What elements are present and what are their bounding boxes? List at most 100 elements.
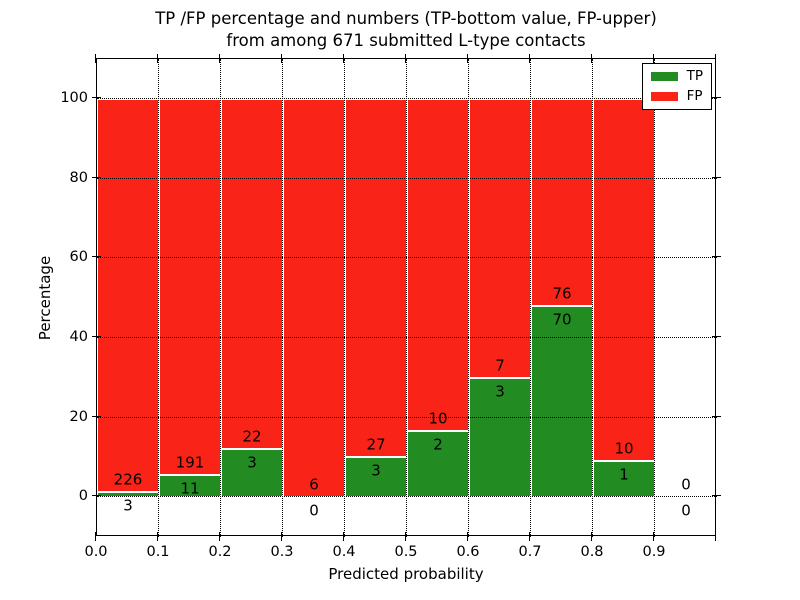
bar-fp-7	[531, 98, 593, 307]
bar-count-fp-5: 10	[428, 409, 448, 428]
bar-fp-5	[407, 98, 469, 431]
bar-count-fp-4: 27	[366, 435, 386, 454]
gridline-x-0.9	[654, 59, 656, 537]
gridline-y-80	[97, 177, 717, 179]
bar-tp-6	[469, 377, 531, 498]
y-tick-label-0: 0	[78, 488, 88, 505]
y-tick-right-80	[711, 176, 721, 178]
bar-count-tp-8: 1	[619, 465, 629, 484]
chart-title: TP /FP percentage and numbers (TP-bottom…	[96, 8, 716, 52]
bar-tp-5	[407, 430, 469, 498]
y-tick-label-60: 60	[69, 249, 88, 266]
bar-fp-1	[159, 98, 221, 476]
y-tick-right-0	[711, 495, 721, 497]
x-tick-bottom-2	[219, 531, 221, 541]
gridline-y-60	[97, 257, 717, 259]
bar-count-tp-4: 3	[371, 461, 381, 480]
x-tick-top-9	[653, 53, 655, 63]
gridline-x-0.4	[344, 59, 346, 537]
legend-swatch-tp-icon	[650, 72, 678, 81]
x-tick-top-10	[715, 53, 717, 63]
chart-title-line2: from among 671 submitted L-type contacts	[226, 31, 586, 50]
x-tick-top-7	[529, 53, 531, 63]
gridline-x-0.2	[220, 59, 222, 537]
y-tick-left-20	[91, 415, 101, 417]
bar-fp-8	[593, 98, 655, 461]
bar-count-tp-7: 70	[552, 310, 572, 329]
bar-count-tp-6: 3	[495, 382, 505, 401]
bar-count-tp-2: 3	[247, 453, 257, 472]
legend-label-fp: FP	[686, 88, 703, 104]
gridline-x-0.8	[592, 59, 594, 537]
y-tick-right-20	[711, 415, 721, 417]
x-tick-label-0.6: 0.6	[456, 544, 480, 560]
x-tick-top-4	[343, 53, 345, 63]
bar-count-fp-7: 76	[552, 284, 572, 303]
x-tick-top-5	[405, 53, 407, 63]
bar-count-tp-5: 2	[433, 435, 443, 454]
bar-count-tp-0: 3	[123, 496, 133, 515]
bar-count-fp-8: 10	[614, 439, 634, 458]
y-tick-right-40	[711, 336, 721, 338]
y-tick-label-20: 20	[69, 408, 88, 425]
bar-fp-4	[345, 98, 407, 458]
bar-fp-2	[221, 98, 283, 450]
gridline-y-100	[97, 98, 717, 100]
y-tick-right-100	[711, 97, 721, 99]
x-tick-label-0.0: 0.0	[84, 544, 108, 560]
x-tick-label-0.1: 0.1	[146, 544, 170, 560]
x-tick-top-8	[591, 53, 593, 63]
x-tick-label-0.5: 0.5	[394, 544, 418, 560]
legend-label-tp: TP	[686, 68, 703, 84]
x-tick-bottom-7	[529, 531, 531, 541]
x-tick-top-6	[467, 53, 469, 63]
legend-swatch-fp-icon	[650, 92, 678, 101]
x-tick-bottom-8	[591, 531, 593, 541]
y-tick-label-100: 100	[60, 89, 88, 106]
bar-tp-7	[531, 306, 593, 498]
bar-count-tp-9: 0	[681, 501, 691, 520]
bar-fp-0	[97, 98, 159, 492]
bar-count-fp-1: 191	[175, 453, 205, 472]
x-axis-label: Predicted probability	[328, 565, 484, 583]
chart-title-line1: TP /FP percentage and numbers (TP-bottom…	[155, 9, 657, 28]
gridline-x-0.6	[468, 59, 470, 537]
x-tick-label-0.9: 0.9	[642, 544, 666, 560]
x-tick-bottom-10	[715, 531, 717, 541]
x-tick-label-0.4: 0.4	[332, 544, 356, 560]
bar-count-tp-1: 11	[180, 479, 200, 498]
gridline-x-0.3	[282, 59, 284, 537]
bar-count-fp-3: 6	[309, 475, 319, 494]
bar-count-fp-9: 0	[681, 475, 691, 494]
plot-area: TP FP 226 3 191 11 22 3 6 0 27 3 10 2 7 3 76 70 10 1 0 0	[96, 58, 717, 537]
x-tick-label-0.8: 0.8	[580, 544, 604, 560]
x-tick-label-0.3: 0.3	[270, 544, 294, 560]
gridline-x-0.1	[158, 59, 160, 537]
bar-count-tp-3: 0	[309, 501, 319, 520]
bar-count-fp-0: 226	[113, 470, 143, 489]
x-tick-top-0	[95, 53, 97, 63]
x-tick-bottom-5	[405, 531, 407, 541]
gridline-x-0.7	[530, 59, 532, 537]
bar-tp-8	[593, 460, 655, 498]
y-tick-right-60	[711, 256, 721, 258]
bar-fp-6	[469, 98, 531, 378]
gridline-x-0.5	[406, 59, 408, 537]
y-tick-left-60	[91, 256, 101, 258]
x-tick-label-0.7: 0.7	[518, 544, 542, 560]
gridline-y-0	[97, 496, 717, 498]
gridline-y-20	[97, 416, 717, 418]
bar-count-fp-2: 22	[242, 427, 262, 446]
bar-count-fp-6: 7	[495, 356, 505, 375]
y-tick-left-100	[91, 97, 101, 99]
x-tick-top-2	[219, 53, 221, 63]
x-tick-bottom-4	[343, 531, 345, 541]
legend-item-fp: FP	[650, 88, 703, 104]
x-tick-bottom-3	[281, 531, 283, 541]
y-tick-left-80	[91, 176, 101, 178]
legend: TP FP	[641, 63, 712, 110]
y-tick-left-0	[91, 495, 101, 497]
x-tick-bottom-0	[95, 531, 97, 541]
y-tick-label-40: 40	[69, 328, 88, 345]
